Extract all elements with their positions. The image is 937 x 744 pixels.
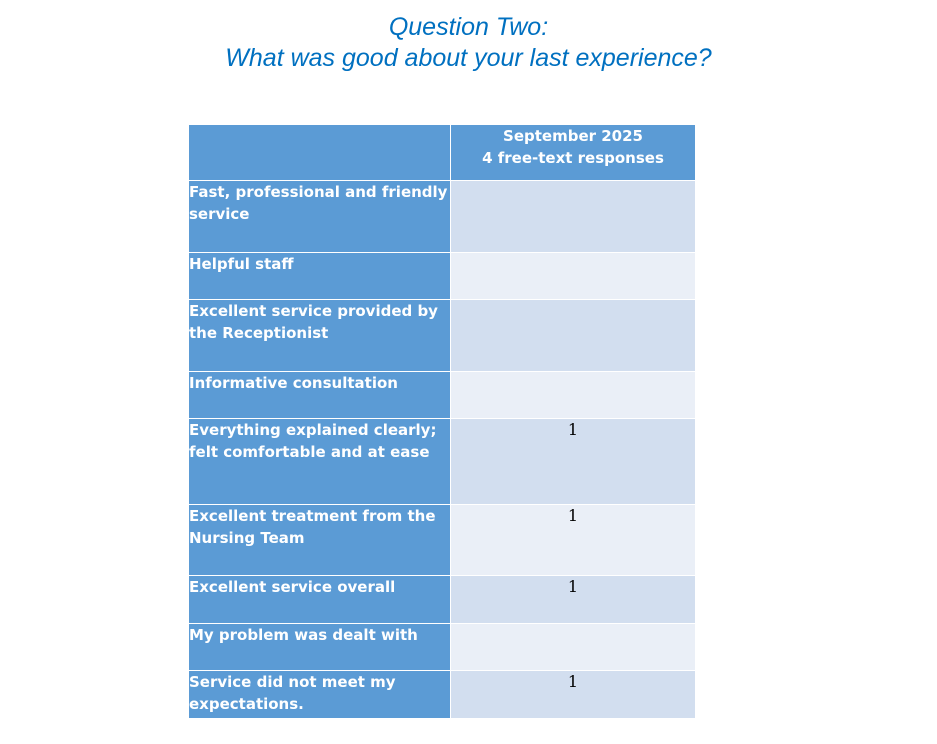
title-line-2: What was good about your last experience… bbox=[225, 44, 712, 72]
table-row: Excellent service provided by the Recept… bbox=[188, 299, 696, 372]
row-value bbox=[450, 623, 696, 671]
row-label: Helpful staff bbox=[188, 252, 451, 300]
row-value bbox=[450, 299, 696, 372]
header-responses: 4 free-text responses bbox=[482, 149, 664, 167]
row-value: 1 bbox=[450, 504, 696, 576]
row-value: 1 bbox=[450, 575, 696, 624]
row-label: Fast, professional and friendly service bbox=[188, 180, 451, 253]
table-row: Service did not meet my expectations. 1 bbox=[188, 670, 696, 719]
row-label: Everything explained clearly; felt comfo… bbox=[188, 418, 451, 505]
row-value bbox=[450, 371, 696, 419]
table-row: Everything explained clearly; felt comfo… bbox=[188, 418, 696, 505]
row-label: Excellent treatment from the Nursing Tea… bbox=[188, 504, 451, 576]
table-row: Helpful staff bbox=[188, 252, 696, 300]
table-row: Informative consultation bbox=[188, 371, 696, 419]
table-row: Excellent treatment from the Nursing Tea… bbox=[188, 504, 696, 576]
header-period: September 2025 bbox=[503, 127, 643, 145]
header-label-cell bbox=[188, 124, 451, 181]
table-row: Excellent service overall 1 bbox=[188, 575, 696, 624]
title-line-1: Question Two: bbox=[388, 13, 549, 41]
header-period-cell: September 2025 4 free-text responses bbox=[450, 124, 696, 181]
header-row: September 2025 4 free-text responses bbox=[188, 124, 696, 181]
row-label: Informative consultation bbox=[188, 371, 451, 419]
row-value bbox=[450, 180, 696, 253]
slide-title: Question Two: What was good about your l… bbox=[0, 12, 937, 74]
row-label: My problem was dealt with bbox=[188, 623, 451, 671]
row-label: Service did not meet my expectations. bbox=[188, 670, 451, 719]
results-table: September 2025 4 free-text responses Fas… bbox=[188, 124, 696, 719]
row-value bbox=[450, 252, 696, 300]
table-row: Fast, professional and friendly service bbox=[188, 180, 696, 253]
row-value: 1 bbox=[450, 418, 696, 505]
table-row: My problem was dealt with bbox=[188, 623, 696, 671]
row-label: Excellent service provided by the Recept… bbox=[188, 299, 451, 372]
row-value: 1 bbox=[450, 670, 696, 719]
row-label: Excellent service overall bbox=[188, 575, 451, 624]
